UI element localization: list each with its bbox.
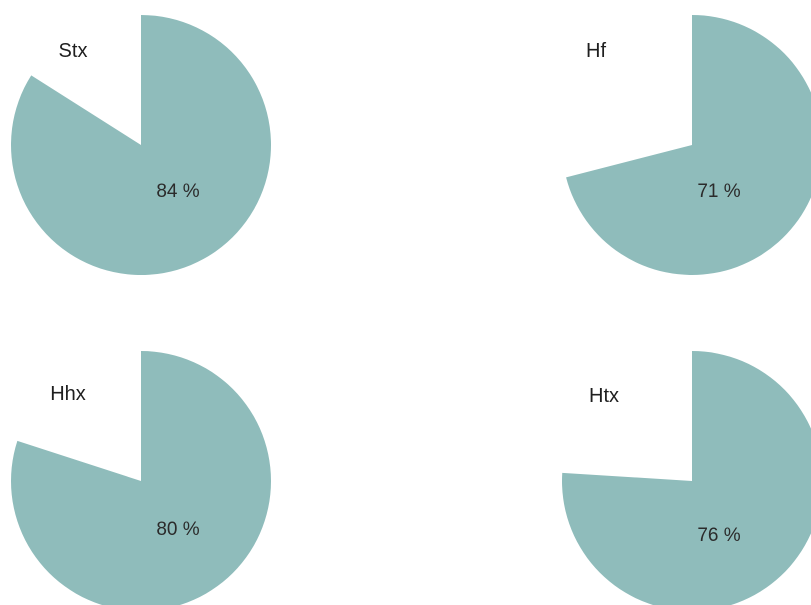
pie-title-htx: Htx <box>589 385 619 407</box>
pie-slice-hf <box>566 15 811 275</box>
pie-value-label-htx: 76 % <box>697 525 740 546</box>
pie-slice-htx <box>562 351 811 605</box>
pie-title-stx: Stx <box>59 40 88 62</box>
pie-value-label-hf: 71 % <box>697 181 740 202</box>
pie-value-label-hhx: 80 % <box>156 519 199 540</box>
pie-title-hf: Hf <box>586 40 606 62</box>
pie-chart-hf: Hf 71 % <box>566 15 811 275</box>
pie-chart-stx: Stx 84 % <box>11 15 272 275</box>
pie-slice-stx <box>11 15 272 275</box>
pie-chart-hhx: Hhx 80 % <box>11 351 271 605</box>
pie-title-hhx: Hhx <box>50 383 86 405</box>
pie-slice-hhx <box>11 351 271 605</box>
pie-value-label-stx: 84 % <box>156 181 199 202</box>
pie-chart-htx: Htx 76 % <box>562 351 811 605</box>
